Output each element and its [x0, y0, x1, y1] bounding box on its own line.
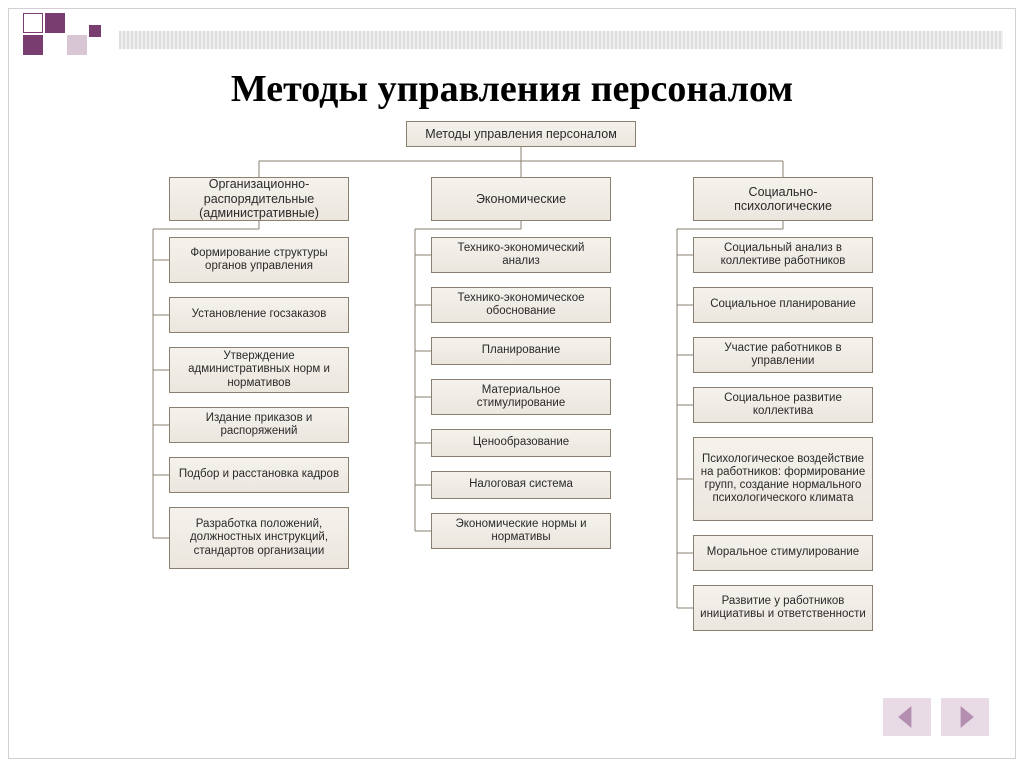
prev-slide-button[interactable]	[883, 698, 931, 736]
leaf-2-5: Моральное стимулирование	[693, 535, 873, 571]
page-title: Методы управления персоналом	[9, 67, 1015, 111]
decorative-header	[9, 9, 1015, 57]
leaf-0-3: Издание приказов и распоряжений	[169, 407, 349, 443]
leaf-0-4: Подбор и расстановка кадров	[169, 457, 349, 493]
leaf-0-2: Утверждение административных норм и норм…	[169, 347, 349, 393]
leaf-0-0: Формирование структуры органов управлени…	[169, 237, 349, 283]
leaf-1-6: Экономические нормы и нормативы	[431, 513, 611, 549]
org-chart: Методы управления персоналом Организацион…	[9, 121, 1015, 698]
leaf-2-1: Социальное планирование	[693, 287, 873, 323]
leaf-2-4: Психологическое воздействие на работнико…	[693, 437, 873, 521]
leaf-0-5: Разработка положений, должностных инстру…	[169, 507, 349, 569]
root-node: Методы управления персоналом	[406, 121, 636, 147]
leaf-1-1: Технико-экономическое обоснование	[431, 287, 611, 323]
leaf-2-3: Социальное развитие коллектива	[693, 387, 873, 423]
leaf-1-0: Технико-экономический анализ	[431, 237, 611, 273]
nav-arrows	[883, 698, 989, 736]
slide-frame: Методы управления персоналом Методы упра…	[8, 8, 1016, 759]
category-1: Экономические	[431, 177, 611, 221]
next-slide-button[interactable]	[941, 698, 989, 736]
leaf-1-2: Планирование	[431, 337, 611, 365]
leaf-2-6: Развитие у работников инициативы и ответ…	[693, 585, 873, 631]
category-2: Социально- психологические	[693, 177, 873, 221]
leaf-1-3: Материальное стимулирование	[431, 379, 611, 415]
leaf-1-4: Ценообразование	[431, 429, 611, 457]
leaf-1-5: Налоговая система	[431, 471, 611, 499]
leaf-2-0: Социальный анализ в коллективе работнико…	[693, 237, 873, 273]
leaf-0-1: Установление госзаказов	[169, 297, 349, 333]
category-0: Организационно- распорядительные (админи…	[169, 177, 349, 221]
leaf-2-2: Участие работников в управлении	[693, 337, 873, 373]
